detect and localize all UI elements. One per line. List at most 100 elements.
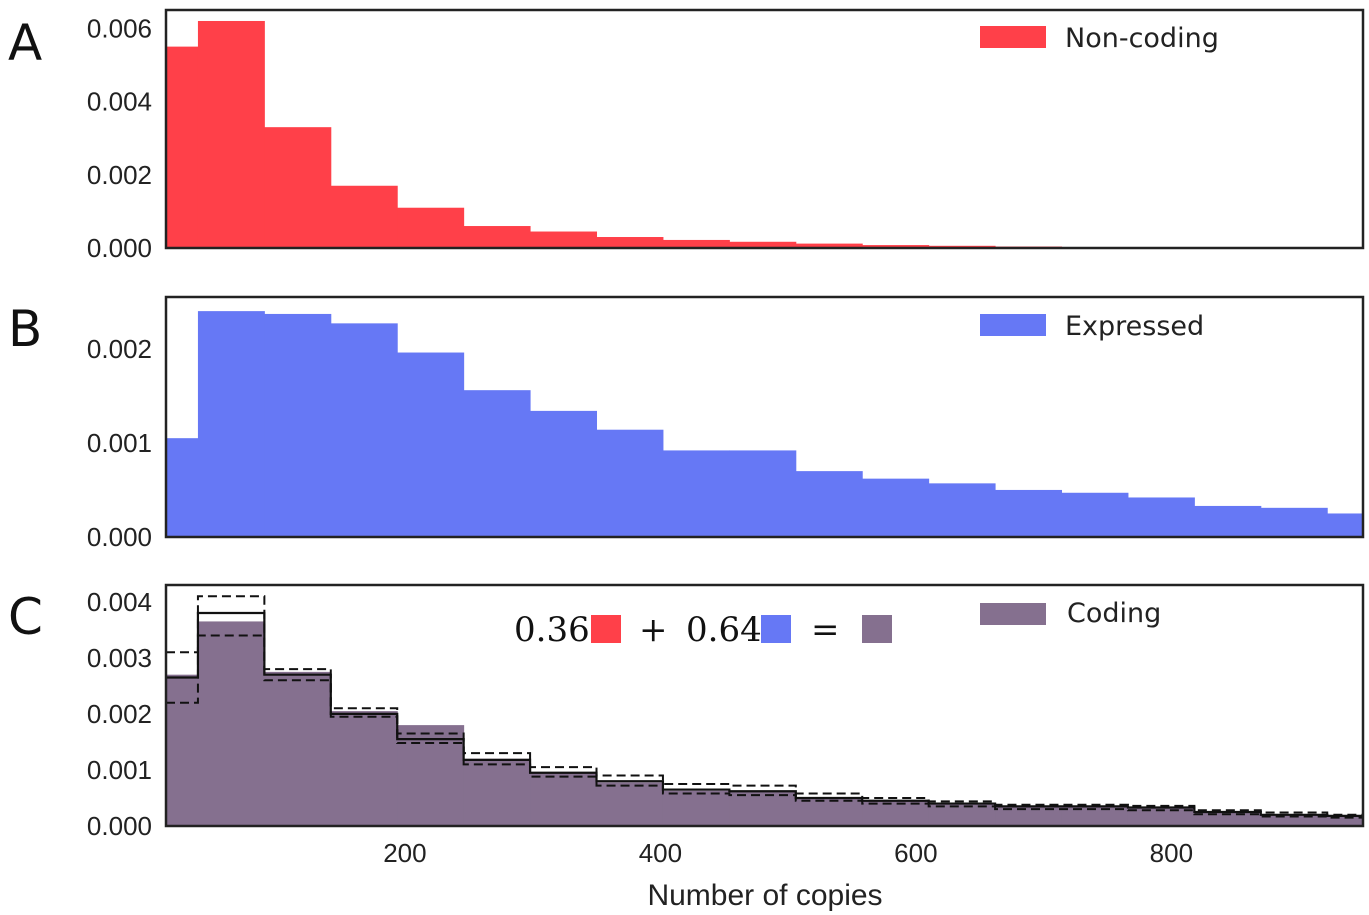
panel-a-y-ticks: 0.000 0.002 0.004 0.006 <box>87 13 152 263</box>
y-tick-label: 0.000 <box>87 522 152 552</box>
y-tick-label: 0.003 <box>87 643 152 673</box>
histogram-bar <box>166 438 199 537</box>
histogram-bar <box>1327 816 1364 826</box>
histogram-bar <box>862 801 930 826</box>
panel-b-y-ticks: 0.000 0.001 0.002 <box>87 334 152 552</box>
panel-a-legend-swatch <box>980 26 1046 48</box>
histogram-bar <box>330 185 398 248</box>
histogram-bar <box>1327 513 1364 537</box>
x-tick-label: 200 <box>383 838 426 868</box>
histogram-bar <box>1127 497 1195 537</box>
y-tick-label: 0.004 <box>87 87 152 117</box>
panel-b-legend-swatch <box>980 314 1046 336</box>
histogram-bar <box>1194 812 1262 826</box>
panel-c-legend-swatch <box>980 603 1046 625</box>
histogram-bar <box>862 245 930 248</box>
histogram-bar <box>1061 492 1129 537</box>
equation-coef-noncoding: 0.36 <box>514 610 590 650</box>
y-tick-label: 0.006 <box>87 13 152 43</box>
panel-b-label: B <box>8 300 42 358</box>
y-tick-label: 0.000 <box>87 233 152 263</box>
mixture-equation: 0.36 + 0.64 = <box>514 610 892 650</box>
panel-a: 0.000 0.002 0.004 0.006 A Non-coding <box>8 8 1365 263</box>
histogram-bar <box>1194 505 1262 537</box>
x-tick-label: 800 <box>1150 838 1193 868</box>
y-tick-label: 0.004 <box>87 587 152 617</box>
x-axis-ticks: 200 400 600 800 <box>383 838 1193 868</box>
histogram-bar <box>662 450 730 537</box>
panel-b-legend-label: Expressed <box>1065 311 1204 342</box>
histogram-bar <box>729 241 797 248</box>
panel-a-label: A <box>8 14 42 72</box>
histogram-bar <box>928 483 996 537</box>
panel-b-frame <box>164 295 1365 539</box>
y-tick-label: 0.002 <box>87 334 152 364</box>
histogram-bar <box>1127 808 1195 826</box>
histogram-bar <box>264 671 332 826</box>
histogram-bar <box>596 782 664 826</box>
histogram-bar <box>862 478 930 537</box>
y-tick-label: 0.001 <box>87 755 152 785</box>
histogram-bar <box>264 313 332 537</box>
panel-a-legend-label: Non-coding <box>1065 23 1219 54</box>
panel-c-lower-bound-line <box>166 634 1363 819</box>
panel-a-bars <box>166 20 1364 248</box>
panel-b: 0.000 0.001 0.002 B Expressed <box>8 295 1365 552</box>
equation-plus: + <box>639 610 668 650</box>
equation-expressed-swatch <box>761 615 791 643</box>
histogram-bar <box>197 621 265 826</box>
x-tick-label: 600 <box>894 838 937 868</box>
equation-equals: = <box>811 610 840 650</box>
panel-c-upper-bound-line <box>166 595 1363 816</box>
histogram-bar <box>264 127 332 248</box>
histogram-bar <box>330 323 398 537</box>
histogram-bar <box>995 489 1063 537</box>
y-tick-label: 0.000 <box>87 811 152 841</box>
histogram-bar <box>928 804 996 826</box>
histogram-bar <box>530 772 598 826</box>
equation-coef-expressed: 0.64 <box>686 610 762 650</box>
histogram-bar <box>530 410 598 537</box>
equation-noncoding-swatch <box>591 615 621 643</box>
histogram-bar <box>795 471 863 537</box>
histogram-bar <box>596 237 664 248</box>
histogram-bar <box>397 207 465 248</box>
histogram-bar <box>197 311 265 537</box>
histogram-bar <box>1061 806 1129 826</box>
histogram-bar <box>596 429 664 537</box>
histogram-bar <box>463 758 531 826</box>
y-tick-label: 0.002 <box>87 160 152 190</box>
x-tick-label: 400 <box>639 838 682 868</box>
histogram-bar <box>1260 814 1328 826</box>
histogram-bar <box>166 46 199 248</box>
histogram-bar <box>729 450 797 537</box>
histogram-bar <box>795 797 863 826</box>
panel-b-bars <box>166 311 1364 537</box>
histogram-bar <box>729 791 797 826</box>
y-tick-label: 0.002 <box>87 699 152 729</box>
panel-c-bars <box>166 621 1364 826</box>
histogram-bar <box>662 790 730 826</box>
histogram-bar <box>397 352 465 537</box>
y-tick-label: 0.001 <box>87 428 152 458</box>
histogram-bar <box>995 806 1063 826</box>
histogram-bar <box>197 20 265 248</box>
x-axis-label: Number of copies <box>647 879 882 912</box>
panel-a-frame <box>164 8 1365 250</box>
panel-c-label: C <box>8 588 43 646</box>
histogram-bar <box>463 390 531 537</box>
panel-c-y-ticks: 0.000 0.001 0.002 0.003 0.004 <box>87 587 152 841</box>
histogram-bar <box>166 674 199 826</box>
histogram-bar <box>397 725 465 826</box>
panel-c-legend-label: Coding <box>1067 598 1161 629</box>
histogram-bar <box>795 243 863 248</box>
histogram-bar <box>330 711 398 826</box>
panel-c: 0.000 0.001 0.002 0.003 0.004 C Coding 0.36 … <box>8 583 1365 912</box>
histogram-bar <box>463 226 531 248</box>
panel-c-frame <box>164 583 1365 828</box>
histogram-bar <box>1260 507 1328 537</box>
equation-coding-swatch <box>862 615 892 643</box>
histogram-bar <box>662 239 730 248</box>
histogram-bar <box>530 231 598 248</box>
